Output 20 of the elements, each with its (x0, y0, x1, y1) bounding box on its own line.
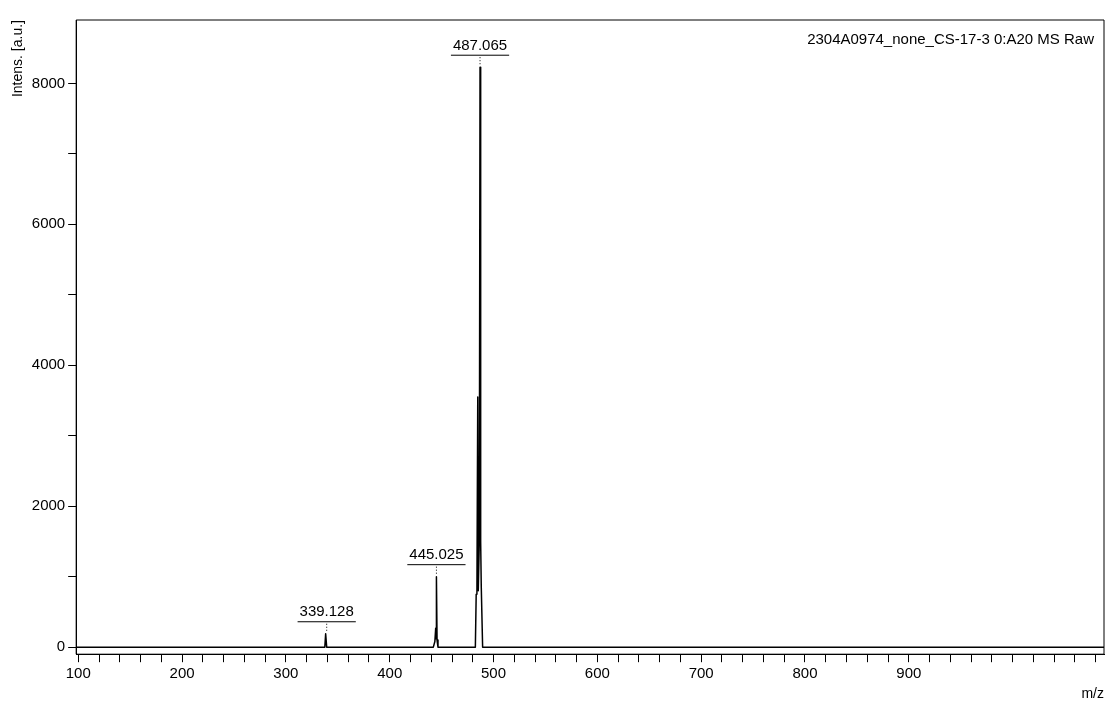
y-tick-label: 4000 (31, 355, 66, 373)
annotation: 2304A0974_none_CS-17-3 0:A20 MS Raw (807, 29, 1095, 47)
x-tick-label: 700 (688, 664, 714, 682)
x-tick-label: 100 (65, 664, 91, 682)
annotation: 339.128 (299, 602, 354, 620)
y-tick-label: 0 (56, 637, 66, 655)
annotation: 487.065 (452, 35, 508, 53)
x-tick-label: 300 (273, 664, 299, 682)
y-tick-label: 6000 (31, 214, 66, 232)
x-tick-label: 600 (584, 664, 610, 682)
x-axis-title: m/z (1081, 685, 1104, 702)
x-tick-label: 500 (481, 664, 507, 682)
y-axis-title: Intens. [a.u.] (9, 20, 26, 98)
x-tick-label: 900 (896, 664, 922, 682)
annotation: 445.025 (409, 545, 464, 563)
y-tick-label: 8000 (31, 73, 66, 91)
x-tick-label: 200 (169, 664, 195, 682)
x-tick-label: 400 (377, 664, 403, 682)
y-tick-label: 2000 (31, 496, 66, 514)
x-tick-label: 800 (792, 664, 818, 682)
